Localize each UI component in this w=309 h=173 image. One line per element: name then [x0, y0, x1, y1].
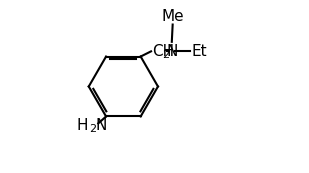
Text: Me: Me — [161, 9, 184, 24]
Text: H: H — [76, 118, 88, 133]
Text: N: N — [95, 118, 107, 133]
Text: Et: Et — [192, 44, 207, 59]
Text: 2: 2 — [89, 124, 96, 134]
Text: CH: CH — [152, 44, 174, 59]
Text: N: N — [166, 44, 177, 59]
Text: 2: 2 — [162, 50, 169, 60]
